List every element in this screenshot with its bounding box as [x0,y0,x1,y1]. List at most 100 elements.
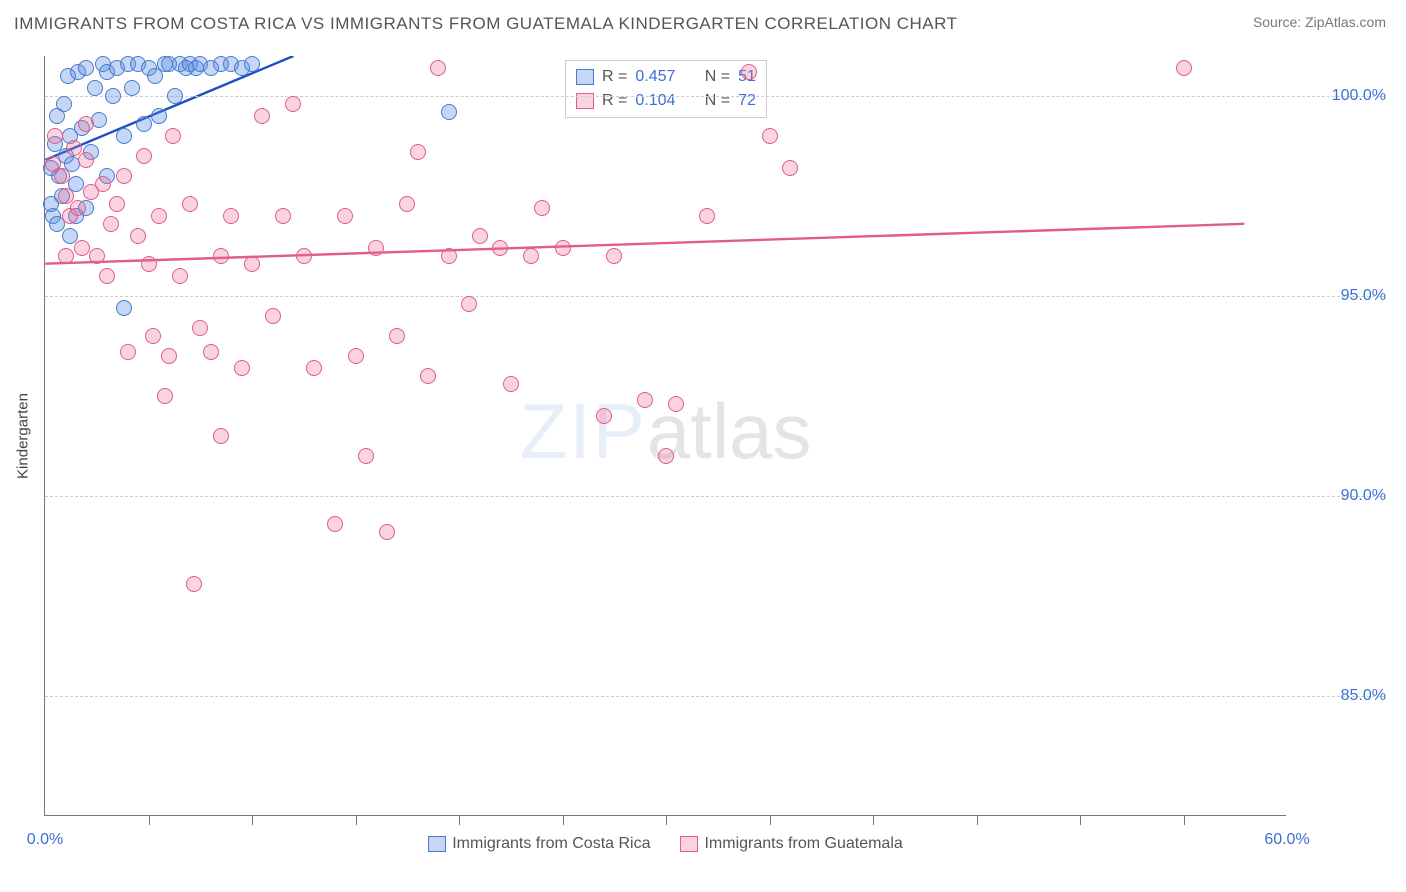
legend-n-label: N = [705,65,730,89]
data-point [555,240,571,256]
data-point [167,88,183,104]
data-point [358,448,374,464]
data-point [47,128,63,144]
data-point [762,128,778,144]
data-point [472,228,488,244]
x-tick-mark [1184,815,1185,825]
x-tick-mark [873,815,874,825]
legend-stats-row: R = 0.457 N = 51 [576,65,756,89]
data-point [116,128,132,144]
series-legend: Immigrants from Costa Rica Immigrants fro… [45,835,1286,853]
data-point [99,268,115,284]
data-point [503,376,519,392]
data-point [285,96,301,112]
data-point [78,60,94,76]
data-point [56,96,72,112]
data-point [103,216,119,232]
legend-r-label: R = [602,65,627,89]
legend-series-item: Immigrants from Costa Rica [428,835,650,853]
data-point [410,144,426,160]
legend-series-label: Immigrants from Guatemala [704,835,902,852]
data-point [165,128,181,144]
data-point [461,296,477,312]
data-point [130,228,146,244]
data-point [120,344,136,360]
y-tick-label: 90.0% [1296,487,1386,505]
data-point [213,428,229,444]
data-point [157,388,173,404]
data-point [606,248,622,264]
watermark-zip: ZIP [519,386,646,474]
data-point [74,240,90,256]
x-tick-mark [977,815,978,825]
legend-r-value: 0.104 [635,89,675,113]
data-point [306,360,322,376]
data-point [265,308,281,324]
data-point [124,80,140,96]
x-tick-label: 0.0% [27,831,63,849]
data-point [379,524,395,540]
data-point [658,448,674,464]
data-point [254,108,270,124]
legend-r-value: 0.457 [635,65,675,89]
source-label: Source: [1253,14,1305,30]
y-tick-label: 85.0% [1296,687,1386,705]
data-point [151,108,167,124]
chart-svg [45,56,1286,815]
x-tick-mark [149,815,150,825]
data-point [78,116,94,132]
correlation-legend: R = 0.457 N = 51R = 0.104 N = 72 [565,60,767,118]
data-point [389,328,405,344]
data-point [741,64,757,80]
data-point [45,156,61,172]
legend-swatch [680,836,698,852]
legend-n-label: N = [705,89,730,113]
data-point [182,196,198,212]
y-tick-label: 100.0% [1296,87,1386,105]
legend-series-item: Immigrants from Guatemala [680,835,902,853]
legend-stats-row: R = 0.104 N = 72 [576,89,756,113]
legend-swatch [576,69,594,85]
data-point [668,396,684,412]
x-tick-mark [459,815,460,825]
x-tick-mark [666,815,667,825]
legend-r-label: R = [602,89,627,113]
chart-title: IMMIGRANTS FROM COSTA RICA VS IMMIGRANTS… [14,14,957,34]
source-attribution: Source: ZipAtlas.com [1253,14,1386,30]
data-point [441,248,457,264]
data-point [141,256,157,272]
x-tick-mark [356,815,357,825]
x-tick-mark [1080,815,1081,825]
data-point [78,152,94,168]
data-point [596,408,612,424]
data-point [43,196,59,212]
data-point [348,348,364,364]
x-tick-mark [563,815,564,825]
data-point [223,208,239,224]
source-link[interactable]: ZipAtlas.com [1305,14,1386,30]
data-point [58,248,74,264]
gridline-h [45,296,1385,297]
data-point [161,348,177,364]
data-point [116,300,132,316]
data-point [420,368,436,384]
x-tick-mark [252,815,253,825]
data-point [136,148,152,164]
data-point [213,248,229,264]
legend-swatch [428,836,446,852]
data-point [699,208,715,224]
data-point [244,256,260,272]
data-point [399,196,415,212]
legend-series-label: Immigrants from Costa Rica [452,835,650,852]
data-point [145,328,161,344]
plot-area: Kindergarten ZIPatlas R = 0.457 N = 51R … [44,56,1286,816]
data-point [151,208,167,224]
y-tick-label: 95.0% [1296,287,1386,305]
data-point [523,248,539,264]
data-point [89,248,105,264]
gridline-h [45,96,1385,97]
data-point [534,200,550,216]
data-point [87,80,103,96]
data-point [192,320,208,336]
data-point [1176,60,1192,76]
